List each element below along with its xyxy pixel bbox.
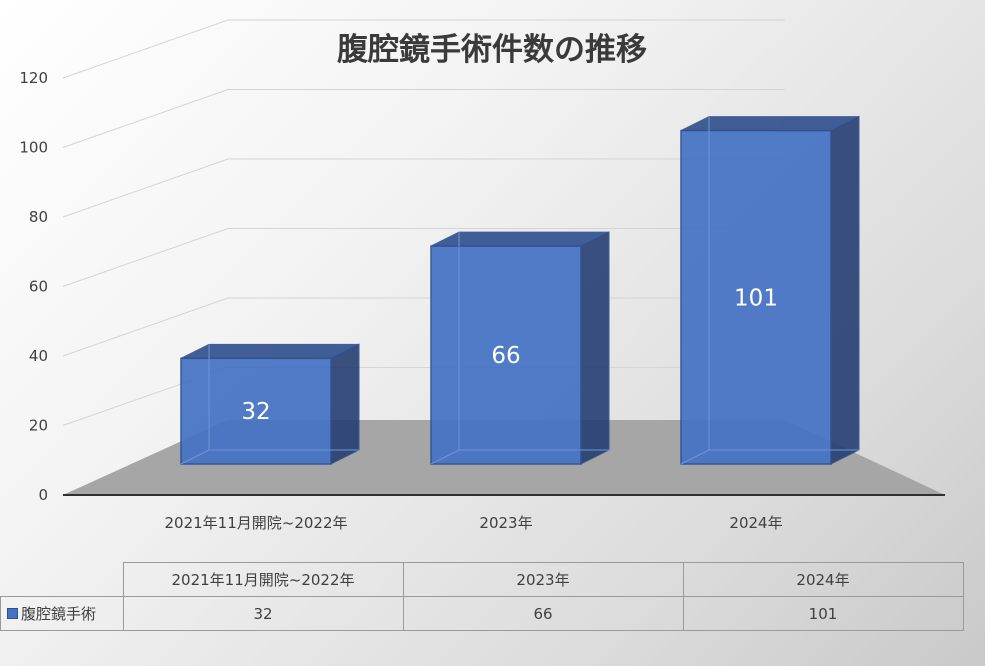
bar-inner-edge [180,449,210,465]
table-header-row: 2021年11月開院~2022年 2023年 2024年 [0,562,964,597]
data-label: 66 [491,343,520,369]
gridline [62,89,785,148]
gridline [62,297,785,357]
bar-inner-edge [430,449,460,465]
gridline [62,228,785,287]
y-tick-label: 0 [38,486,48,504]
table-series-name: 腹腔鏡手術 [21,605,97,623]
bar-side [580,231,610,465]
x-tick-label: 2024年 [729,514,782,532]
chart-title: 腹腔鏡手術件数の推移 [337,32,647,68]
y-tick-label: 60 [29,278,48,296]
bar-top [430,231,610,247]
bar-inner-edge [680,449,710,465]
gridline [62,367,785,426]
chart-plot: 腹腔鏡手術件数の推移 0 20 40 60 80 100 120 32 2021年11月開院~2… [19,19,945,532]
bar-top [680,116,860,132]
table-value-cell: 32 [122,596,404,631]
bar [180,357,332,465]
data-label: 32 [241,399,270,425]
y-tick-label: 100 [19,139,48,157]
legend-swatch [7,608,18,619]
x-tick-label: 2023年 [479,514,532,532]
y-tick-label: 80 [29,208,48,226]
bar [430,245,582,465]
y-tick-label: 40 [29,347,48,365]
bar-side [830,115,860,465]
table-corner-cell [0,562,124,597]
gridline [62,19,785,79]
data-label: 101 [734,285,778,311]
table-header-cell: 2023年 [402,562,684,597]
gridline [62,158,785,218]
y-tick-label: 20 [29,417,48,435]
table-header-cell: 2024年 [682,562,964,597]
y-tick-label: 120 [19,69,48,87]
table-value-cell: 101 [682,596,964,631]
table-value-cell: 66 [402,596,684,631]
data-table: 2021年11月開院~2022年 2023年 2024年 腹腔鏡手術 32 66 101 [0,562,964,631]
bar-side [330,343,360,465]
x-tick-label: 2021年11月開院~2022年 [164,514,347,532]
table-header-cell: 2021年11月開院~2022年 [122,562,404,597]
bar [680,129,832,465]
table-row: 腹腔鏡手術 32 66 101 [0,596,964,631]
table-series-cell: 腹腔鏡手術 [0,596,124,631]
bar-top [180,343,360,359]
